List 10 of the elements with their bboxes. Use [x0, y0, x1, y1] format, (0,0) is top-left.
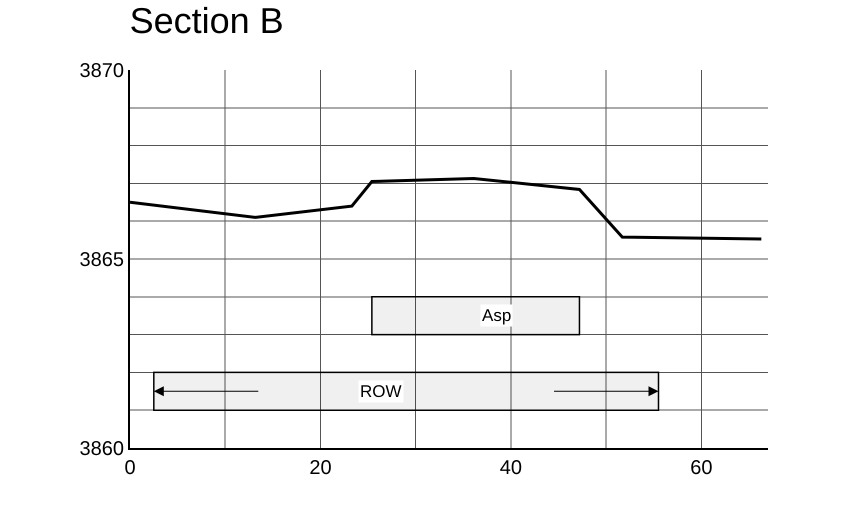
chart-title: Section B [130, 0, 284, 41]
y-tick-label: 3870 [80, 60, 124, 82]
x-tick-label: 20 [309, 457, 332, 479]
y-tick-label: 3860 [80, 438, 124, 460]
y-tick-label: 3865 [80, 249, 124, 271]
x-tick-label: 60 [690, 457, 712, 479]
band-label: ROW [360, 382, 402, 401]
x-tick-label: 40 [500, 457, 522, 479]
x-tick-label: 0 [124, 457, 136, 479]
band-label: Asp [482, 306, 512, 325]
